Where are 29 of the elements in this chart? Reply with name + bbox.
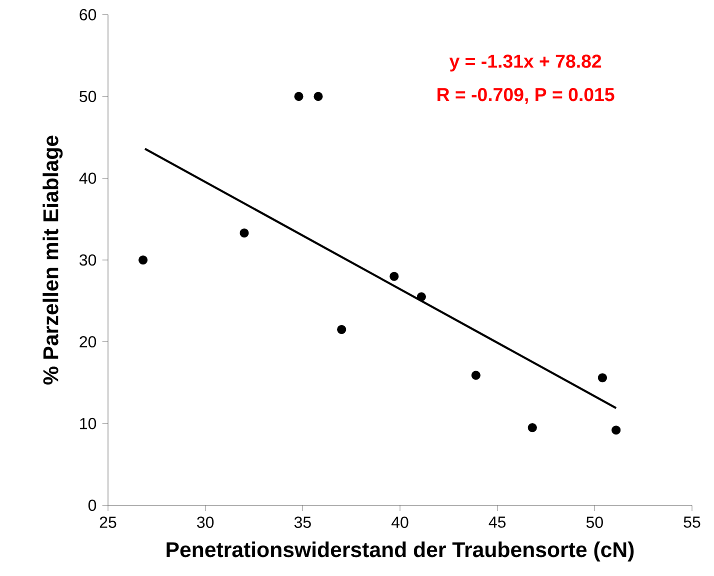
x-tick-label: 30 [197,516,214,528]
y-axis-title: % Parzellen mit Eiablage [42,136,63,385]
y-tick-label: 30 [80,254,96,266]
point [528,423,537,432]
annotation: y = -1.31x + 78.82 [449,54,602,72]
point [337,324,346,334]
y-tick-label: 60 [80,9,96,20]
point [240,228,249,238]
y-tick-label: 40 [79,172,96,184]
point [612,426,621,435]
point [314,92,323,101]
y-tick-label: 0 [88,500,96,511]
annotation: R = -0.709, P = 0.015 [438,88,614,104]
x-tick-label: 35 [294,516,311,528]
point [598,373,607,382]
x-axis-title: Penetrationswiderstand der Traubensorte (cN) [166,542,634,562]
point [390,272,399,281]
point [294,92,304,101]
y-tick-label: 50 [80,90,96,102]
point [471,370,480,380]
point [138,255,148,265]
x-tick-label: 50 [586,516,603,528]
x-tick-label: 40 [391,516,408,528]
y-tick-label: 10 [80,418,96,430]
x-tick-label: 45 [488,516,506,528]
x-tick-label: 25 [100,516,116,528]
point [416,292,426,302]
y-tick-label: 20 [80,336,96,348]
x-tick-label: 55 [684,516,700,528]
